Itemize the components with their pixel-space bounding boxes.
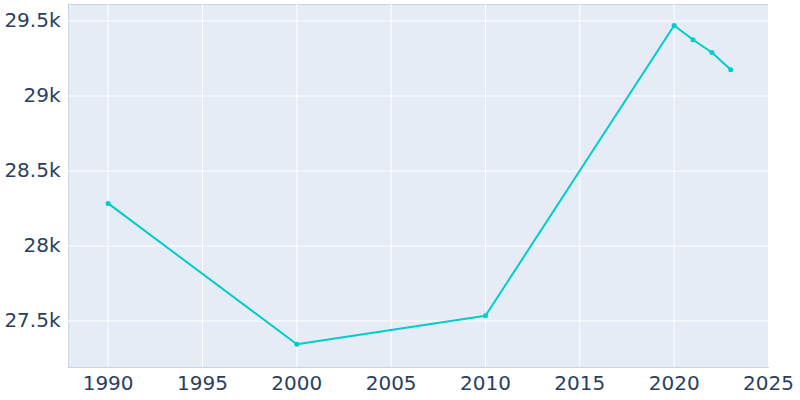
svg-text:2005: 2005 (366, 371, 417, 395)
svg-text:27.5k: 27.5k (4, 308, 61, 332)
svg-text:29.5k: 29.5k (4, 8, 61, 32)
svg-text:2000: 2000 (271, 371, 322, 395)
svg-text:29k: 29k (23, 83, 60, 107)
svg-text:2020: 2020 (649, 371, 700, 395)
svg-text:1995: 1995 (177, 371, 228, 395)
svg-text:2015: 2015 (554, 371, 605, 395)
svg-text:2025: 2025 (743, 371, 794, 395)
svg-text:28.5k: 28.5k (4, 158, 61, 182)
svg-text:1990: 1990 (83, 371, 134, 395)
svg-text:2010: 2010 (460, 371, 511, 395)
svg-text:28k: 28k (23, 233, 60, 257)
